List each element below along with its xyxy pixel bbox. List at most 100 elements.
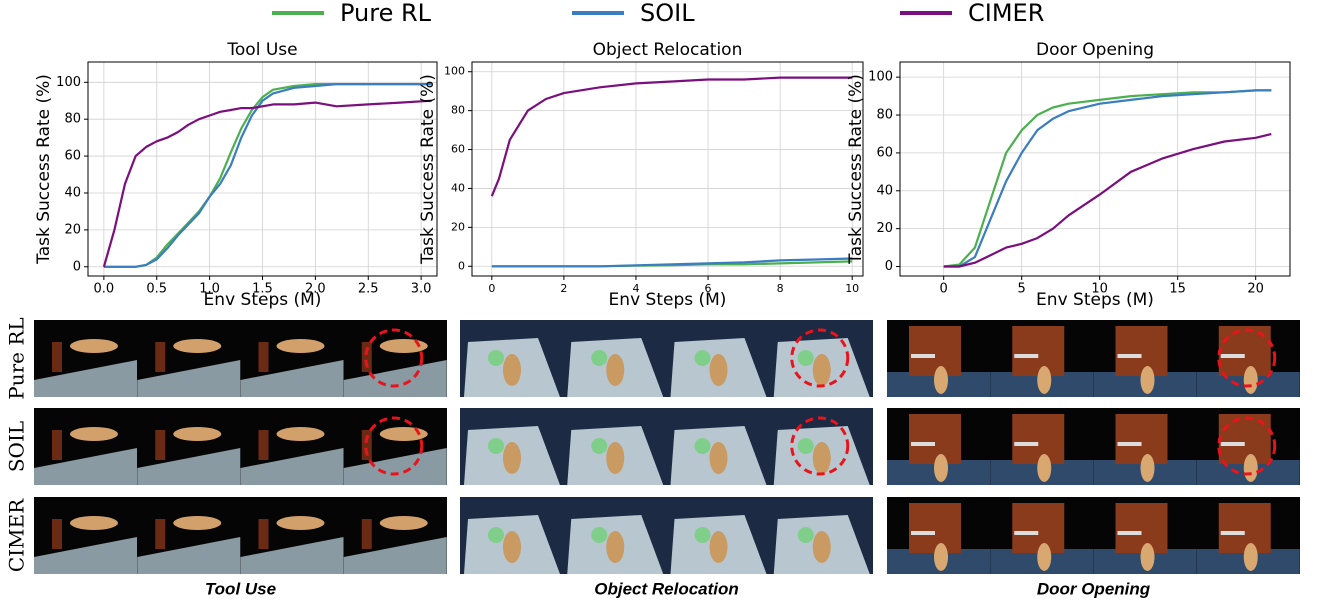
- x-tick-label: 2.5: [358, 282, 379, 297]
- handle: [1220, 531, 1245, 535]
- chart-title: Object Relocation: [593, 40, 743, 60]
- floor: [34, 448, 137, 485]
- door: [909, 326, 961, 376]
- hand: [503, 442, 521, 474]
- y-tick-label: 0: [885, 259, 893, 274]
- plot-frame: [87, 61, 438, 277]
- hand: [1243, 543, 1258, 571]
- series-line: [102, 99, 432, 268]
- hand: [934, 543, 948, 571]
- highlight: [364, 416, 424, 476]
- y-tick-label: 0: [458, 259, 465, 272]
- y-axis-label: Task Success Rate (%): [34, 74, 54, 265]
- door: [1115, 503, 1168, 553]
- hand: [503, 531, 521, 563]
- handle: [1220, 442, 1245, 446]
- door: [1115, 326, 1168, 376]
- target: [591, 438, 608, 454]
- x-tick-label: 0.0: [94, 282, 115, 297]
- caption: Door Opening: [1037, 579, 1151, 598]
- y-tick-label: 20: [451, 220, 465, 233]
- y-tick-label: 40: [451, 181, 465, 194]
- floor: [240, 360, 344, 397]
- hand: [709, 531, 728, 563]
- target: [694, 527, 711, 543]
- render-panel: [460, 497, 873, 574]
- x-tick-label: 6: [705, 282, 712, 295]
- x-tick-label: 5: [1018, 282, 1026, 297]
- y-tick-label: 100: [868, 70, 893, 85]
- handle: [911, 442, 935, 446]
- hand: [379, 516, 428, 530]
- legend-label: CIMER: [968, 0, 1044, 27]
- handle: [1117, 354, 1142, 358]
- highlight: [1217, 328, 1277, 388]
- target: [488, 350, 504, 366]
- series-line: [491, 257, 853, 268]
- handle: [911, 354, 935, 358]
- highlight: [364, 328, 424, 388]
- door: [909, 503, 961, 553]
- hand: [1140, 454, 1155, 482]
- hand: [1140, 366, 1155, 394]
- target: [591, 350, 608, 366]
- y-tick-label: 100: [444, 65, 465, 78]
- board: [155, 430, 166, 460]
- board: [258, 430, 269, 460]
- hand: [276, 516, 325, 530]
- x-tick-label: 2.0: [305, 282, 326, 297]
- hand: [503, 354, 521, 386]
- x-axis-label: Env Steps (M): [1036, 290, 1154, 310]
- target: [694, 350, 711, 366]
- hand: [70, 339, 118, 353]
- render-panel: [887, 408, 1300, 485]
- x-tick-label: 8: [777, 282, 784, 295]
- hand: [934, 454, 948, 482]
- highlight: [790, 328, 850, 388]
- hand: [173, 339, 222, 353]
- y-tick-label: 60: [64, 149, 81, 164]
- door: [909, 414, 961, 464]
- x-axis-label: Env Steps (M): [609, 290, 727, 310]
- floor: [137, 360, 241, 397]
- hand: [70, 516, 118, 530]
- floor: [343, 360, 447, 397]
- floor: [343, 448, 447, 485]
- target: [488, 438, 504, 454]
- floor: [34, 360, 137, 397]
- hand: [1243, 366, 1258, 394]
- target: [694, 438, 711, 454]
- row-label: SOIL: [5, 421, 29, 472]
- floor: [137, 448, 241, 485]
- hand: [812, 354, 831, 386]
- render-panel: [460, 408, 873, 485]
- board: [155, 342, 166, 372]
- handle: [1014, 354, 1039, 358]
- row-label: Pure RL: [5, 317, 29, 399]
- y-tick-label: 0: [73, 259, 81, 274]
- floor: [240, 448, 344, 485]
- y-tick-label: 80: [451, 104, 465, 117]
- chart-title: Tool Use: [226, 40, 297, 60]
- handle: [911, 531, 935, 535]
- handle: [1014, 531, 1039, 535]
- board: [258, 519, 269, 549]
- target: [797, 527, 814, 543]
- floor: [34, 537, 137, 574]
- hand: [709, 442, 728, 474]
- board: [52, 430, 62, 460]
- target: [591, 527, 608, 543]
- hand: [606, 442, 625, 474]
- board: [52, 342, 62, 372]
- y-tick-label: 40: [876, 183, 893, 198]
- board: [52, 519, 62, 549]
- handle: [1014, 442, 1039, 446]
- render-panel: [460, 320, 873, 397]
- series-line: [103, 83, 432, 268]
- door: [1012, 503, 1065, 553]
- board: [361, 519, 372, 549]
- series-line: [943, 132, 1272, 268]
- hand: [1140, 543, 1155, 571]
- floor: [137, 537, 241, 574]
